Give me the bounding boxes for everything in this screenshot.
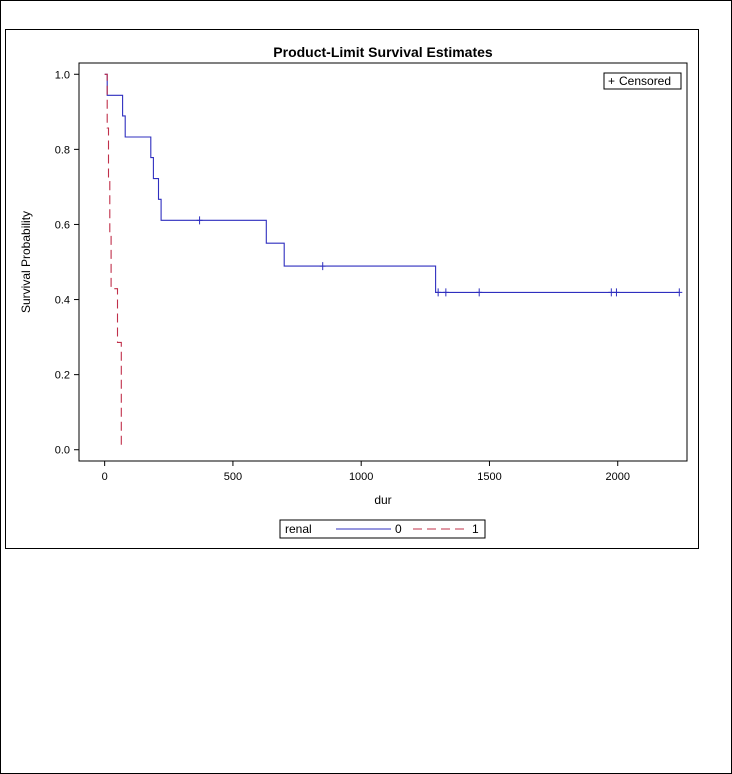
y-tick-label: 0.4	[55, 295, 70, 307]
x-tick-label: 1000	[349, 471, 373, 483]
censored-inset: + Censored	[603, 72, 682, 90]
censored-inset-box	[603, 72, 682, 90]
x-tick-label: 2000	[605, 471, 629, 483]
x-tick-label: 500	[224, 471, 242, 483]
x-axis: 0 500 1000 1500 2000	[102, 461, 630, 483]
censored-inset-marker: +	[608, 74, 615, 88]
y-tick-label: 1.0	[55, 69, 70, 81]
y-tick-label: 0.6	[55, 219, 70, 231]
x-tick-label: 0	[102, 471, 108, 483]
chart-title: Product-Limit Survival Estimates	[273, 44, 493, 60]
y-tick-label: 0.0	[55, 445, 70, 457]
censor-marker	[442, 288, 449, 297]
censor-layer	[196, 216, 683, 297]
censor-marker	[319, 262, 326, 271]
x-tick-label: 1500	[477, 471, 501, 483]
censor-marker	[676, 288, 683, 297]
censor-marker	[476, 288, 483, 297]
plot-area	[78, 62, 688, 462]
series-line-1	[104, 73, 122, 450]
y-tick-label: 0.8	[55, 144, 70, 156]
censored-inset-label: Censored	[619, 74, 671, 88]
legend-label-0: 0	[395, 522, 402, 536]
censor-marker	[435, 288, 442, 297]
y-axis: 0.0 0.2 0.4 0.6 0.8 1.0	[55, 69, 79, 457]
legend-label-1: 1	[472, 522, 479, 536]
y-tick-label: 0.2	[55, 370, 70, 382]
series-layer	[104, 73, 680, 450]
y-axis-label: Survival Probability	[19, 211, 33, 313]
legend: renal 0 1	[279, 519, 486, 539]
censor-marker	[196, 216, 203, 225]
series-line-0	[104, 73, 680, 293]
legend-title: renal	[285, 522, 312, 536]
x-axis-label: dur	[374, 493, 391, 507]
censor-marker	[613, 288, 620, 297]
censor-marker	[608, 288, 615, 297]
